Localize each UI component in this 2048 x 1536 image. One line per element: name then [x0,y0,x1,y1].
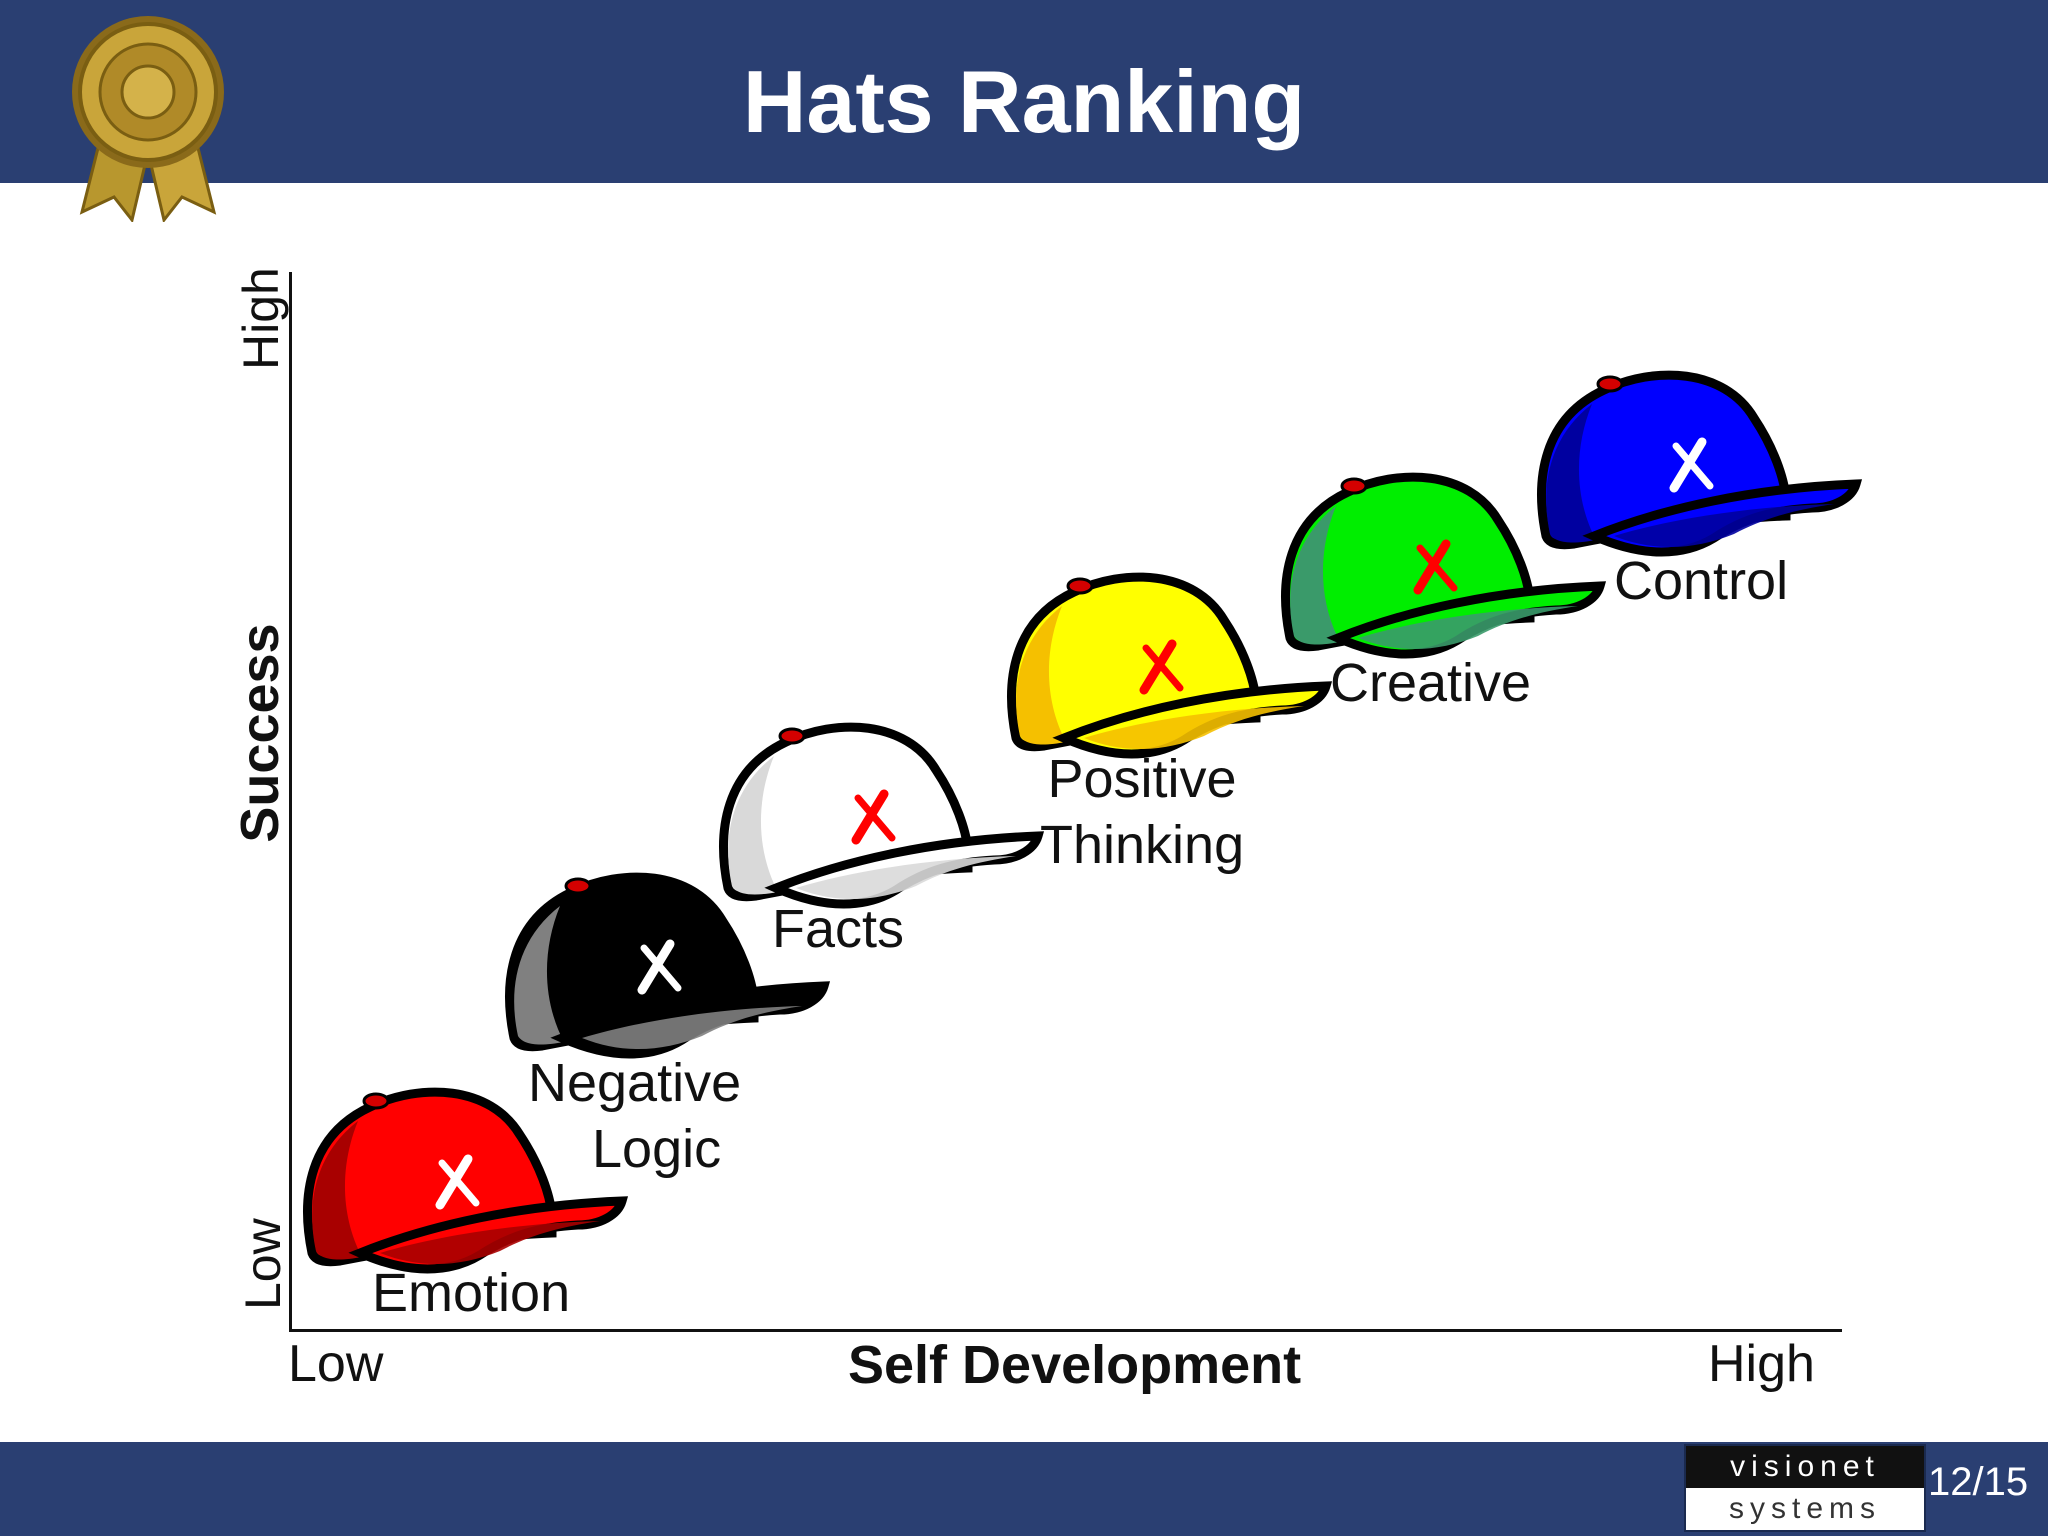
y-axis-low-label: Low [235,1218,291,1310]
award-seal-icon [72,16,224,222]
y-axis-line [289,272,292,1332]
hat-emotion-icon [303,1087,629,1274]
hat-control-icon [1537,370,1863,557]
company-logo: visionet systems [1684,1444,1926,1532]
x-axis-title: Self Development [848,1335,1302,1395]
hat-label-control: Control [1614,551,1789,611]
hat-label-facts: Facts [772,899,905,959]
x-axis-line [289,1329,1842,1332]
x-axis-high-label: High [1708,1335,1815,1393]
hat-label-negative-logic: Negative Logic [528,1053,742,1179]
hat-label-creative: Creative [1330,653,1532,713]
hat-creative-icon [1281,472,1607,659]
x-axis-low-label: Low [288,1335,384,1393]
hat-negative-logic-icon [505,872,831,1059]
hat-facts-icon [719,722,1045,909]
hat-positive-thinking-icon [1007,572,1333,759]
hat-label-positive-thinking: Positive Thinking [1040,749,1245,875]
logo-line-1: visionet [1686,1446,1924,1488]
header-bar [0,0,2048,183]
hat-label-emotion: Emotion [372,1263,571,1323]
slide-title: Hats Ranking [742,52,1306,151]
page-number: 12/15 [1928,1460,2029,1504]
logo-line-2: systems [1728,1492,1881,1525]
y-axis-high-label: High [233,267,289,370]
y-axis-title: Success [230,623,290,843]
